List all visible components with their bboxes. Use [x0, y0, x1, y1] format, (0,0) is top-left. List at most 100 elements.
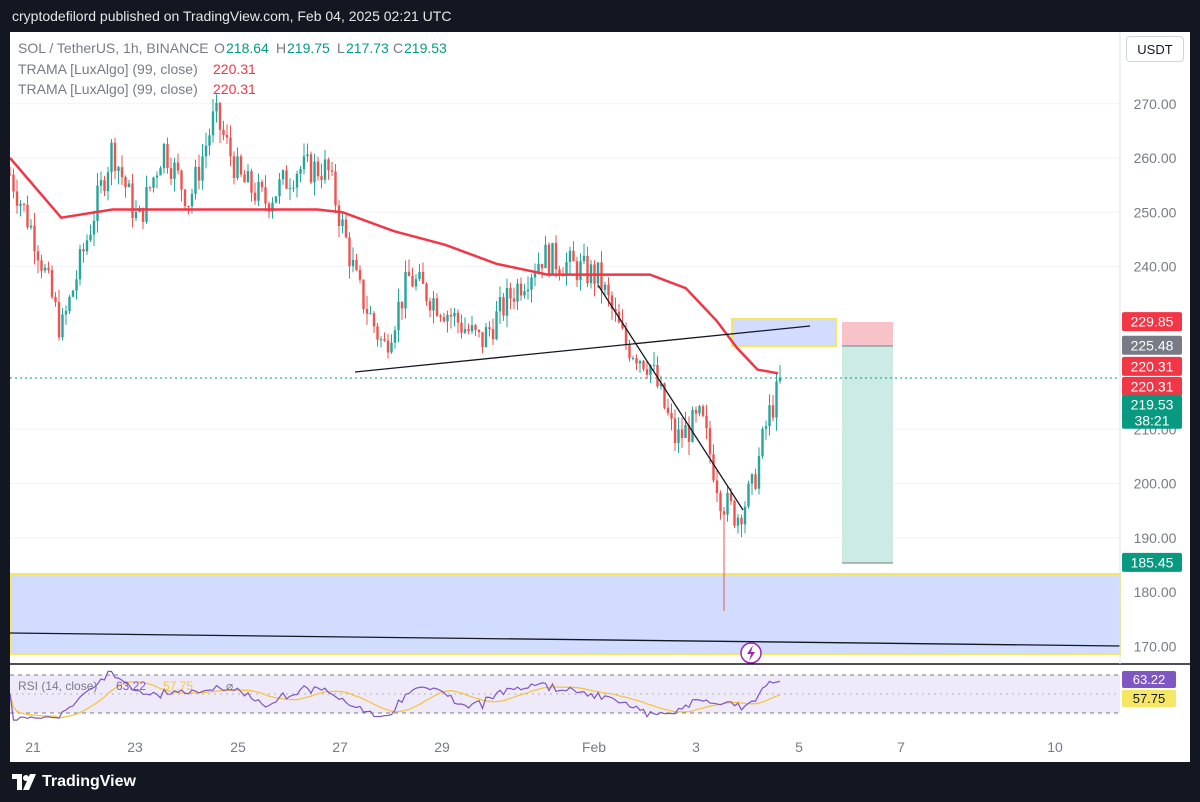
candle-body [754, 474, 757, 489]
candle-body [173, 162, 176, 179]
candle-body [148, 187, 152, 189]
x-tick-label: 29 [434, 739, 450, 755]
candle-body [159, 168, 162, 176]
candle-body [481, 332, 484, 348]
candle-body [253, 192, 257, 201]
candle-body [474, 325, 477, 330]
candle-body [362, 279, 365, 309]
candle-body [141, 207, 145, 222]
candle-body [155, 175, 159, 178]
x-tick-label: 27 [332, 739, 348, 755]
ohlc-close-label: C [393, 40, 403, 56]
candle-body [750, 474, 754, 484]
candle-body [201, 156, 204, 181]
indicator-2-value: 220.31 [213, 81, 256, 97]
grid [10, 103, 1120, 647]
candle-body [582, 255, 586, 262]
demand-zone[interactable] [9, 573, 1121, 655]
rsi-ma-tag-text: 57.75 [1133, 691, 1166, 706]
candle-body [222, 129, 225, 135]
candle-body [348, 237, 351, 267]
rising-trendline[interactable] [354, 325, 811, 373]
y-tick-label: 250.00 [1134, 204, 1177, 220]
take-profit-box[interactable] [842, 346, 893, 563]
symbol-line: SOL / TetherUS, 1h, BINANCE [18, 40, 209, 56]
candle-body [449, 314, 453, 317]
candle-body [390, 342, 393, 353]
candle-body [96, 185, 99, 221]
candle-body [715, 480, 719, 494]
candle-body [393, 330, 397, 343]
rsi-line[interactable] [9, 670, 781, 721]
candle-body [309, 154, 313, 183]
candle-body [145, 187, 148, 222]
candle-body [771, 405, 775, 418]
candle-body [757, 456, 761, 489]
rsi-ma-line[interactable] [9, 681, 781, 719]
long-support-trendline[interactable] [9, 632, 1121, 647]
x-tick-label: 3 [692, 739, 700, 755]
candle-body [684, 425, 687, 439]
candle-body [127, 183, 131, 188]
candle-body [40, 260, 43, 271]
candle-body [659, 383, 663, 387]
candle-body [43, 267, 47, 271]
candle-body [110, 142, 113, 173]
candle-body [243, 174, 246, 183]
stop-loss-box[interactable] [842, 322, 893, 346]
candles [8, 94, 782, 611]
candle-body [47, 267, 50, 271]
candle-body [425, 283, 428, 302]
falling-trendline[interactable] [597, 284, 744, 511]
candle-body [78, 249, 82, 280]
candle-body [467, 329, 470, 332]
price-tag [1122, 356, 1182, 376]
candle-body [677, 429, 680, 444]
candle-body [400, 301, 404, 309]
candle-body [729, 492, 733, 502]
candle-body [743, 506, 747, 525]
x-tick-label: 23 [127, 739, 143, 755]
candle-body [645, 369, 649, 375]
candle-body [502, 297, 505, 316]
price-tag [1122, 312, 1182, 332]
candle-body [435, 298, 439, 316]
rsi-legend-label: RSI (14, close) [18, 679, 97, 693]
candle-body [12, 174, 15, 192]
candle-body [747, 483, 750, 507]
candle-body [320, 176, 323, 180]
candle-body [232, 156, 236, 179]
currency-button[interactable]: USDT [1126, 36, 1184, 62]
y-tick-label: 180.00 [1134, 584, 1177, 600]
candle-body [120, 167, 124, 178]
candle-body [271, 202, 274, 212]
candle-body [369, 313, 372, 315]
chart-panel[interactable]: RSI (14, close) 63.22 57.75 ⌀ 270.00 260.… [8, 32, 1190, 762]
candle-body [292, 187, 295, 189]
candle-body [761, 428, 764, 457]
lightning-icon[interactable] [740, 642, 762, 664]
candle-body [456, 312, 460, 323]
chart-svg[interactable]: RSI (14, close) 63.22 57.75 ⌀ 270.00 260.… [8, 32, 1190, 762]
supply-zone[interactable] [731, 318, 837, 347]
candle-body [313, 161, 316, 183]
candle-body [673, 418, 677, 444]
candle-body [215, 102, 218, 112]
candle-body [15, 191, 19, 206]
candle-body [656, 364, 659, 387]
candle-body [635, 358, 638, 364]
candle-body [341, 219, 344, 227]
candle-body [530, 277, 533, 290]
candle-body [218, 102, 222, 130]
candle-body [649, 365, 652, 375]
y-tick-label: 170.00 [1134, 638, 1177, 654]
candle-body [257, 181, 260, 201]
candle-body [383, 339, 386, 341]
candle-body [57, 302, 61, 338]
price-tag-label: 220.31 [1131, 358, 1174, 374]
candle-body [355, 259, 358, 270]
tradingview-logo[interactable]: TradingView [12, 772, 136, 792]
candle-body [152, 177, 155, 188]
candle-body [463, 329, 467, 333]
candle-body [694, 410, 698, 414]
